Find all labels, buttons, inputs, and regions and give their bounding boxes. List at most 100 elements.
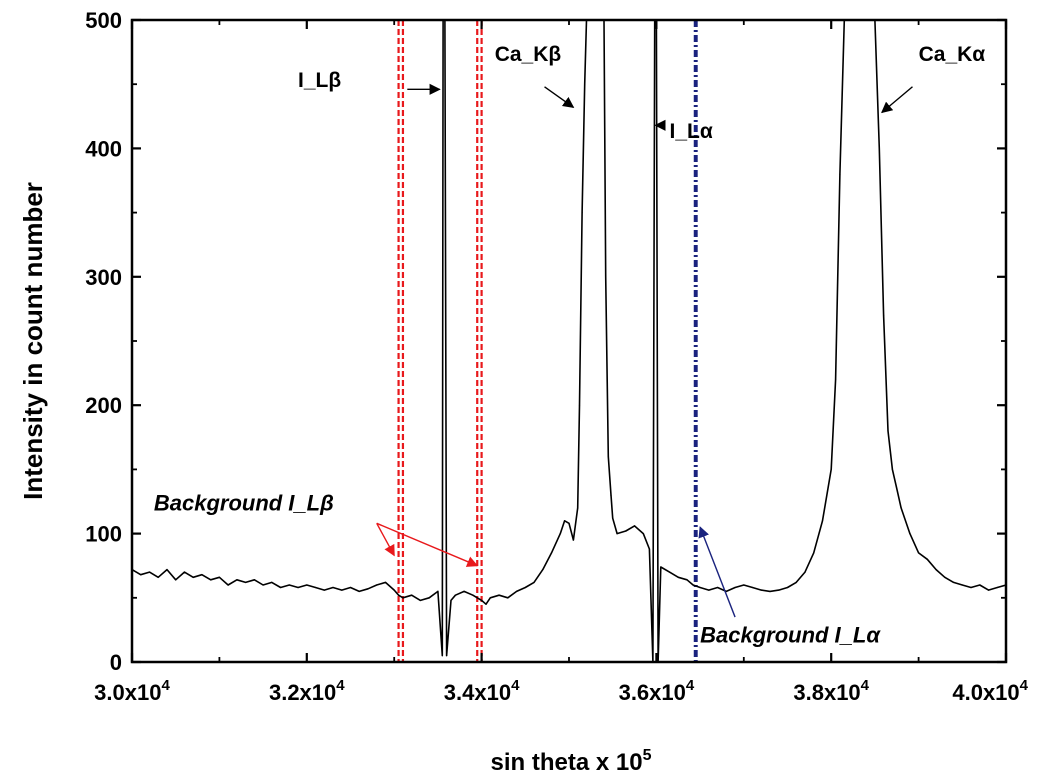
data-point: [542, 568, 544, 571]
data-point: [605, 276, 607, 278]
data-point: [578, 404, 581, 406]
data-point: [896, 488, 898, 490]
data-point: [979, 584, 981, 586]
data-point: [140, 574, 142, 576]
data-point: [446, 654, 448, 657]
data-point: [648, 548, 651, 550]
data-point: [952, 581, 955, 583]
data-point: [878, 147, 880, 149]
data-point: [314, 586, 317, 589]
data-point: [157, 576, 159, 578]
data-point: [891, 468, 893, 470]
data-point: [734, 586, 736, 589]
data-point: [677, 576, 679, 578]
data-point: [568, 522, 570, 524]
annotation-text: Ca_K: [495, 43, 549, 66]
data-point: [996, 586, 998, 589]
plot-frame: [130, 18, 1008, 664]
x-tick-label-base: 3.0x10: [94, 680, 161, 705]
y-tick-label: 400: [85, 136, 122, 161]
data-point: [751, 586, 754, 589]
background-arrow: [376, 522, 395, 557]
annotation-label-lalpha: I_Lα: [670, 120, 713, 143]
annotation-text: Background I_L: [700, 623, 866, 648]
data-point: [625, 530, 627, 532]
data-point: [376, 584, 378, 586]
data-point: [760, 589, 762, 591]
data-point: [210, 579, 212, 581]
data-point: [616, 533, 618, 535]
annotation-greek: α: [866, 623, 881, 648]
x-tick-label-exponent: 4: [336, 677, 345, 694]
data-point: [725, 590, 727, 592]
data-point: [834, 378, 837, 381]
annotation-arrow-cakbeta: [544, 86, 575, 108]
data-point: [332, 586, 334, 589]
data-point: [262, 584, 264, 586]
data-point: [411, 594, 413, 596]
data-point: [288, 584, 290, 586]
data-point: [550, 552, 553, 554]
data-point: [961, 584, 963, 586]
series-layer: [132, 20, 1006, 662]
data-point: [437, 590, 439, 592]
data-point: [743, 584, 745, 586]
annotation-label-cakalpha: Ca_Kα: [919, 43, 986, 66]
data-point: [341, 589, 343, 591]
data-point: [349, 586, 352, 589]
annotation-greek: β: [548, 43, 561, 66]
data-point: [795, 581, 797, 583]
data-point: [454, 594, 456, 596]
data-point: [428, 597, 430, 599]
y-tick-label: 300: [85, 265, 122, 290]
data-point: [883, 314, 885, 316]
data-point: [227, 584, 229, 586]
data-point: [607, 455, 609, 458]
data-point: [306, 584, 308, 586]
data-point: [489, 597, 491, 599]
annotation-label-cakbeta: Ca_Kβ: [495, 43, 562, 66]
annotation-text: I_L: [298, 69, 329, 92]
x-tick-label-base: 4.0x10: [952, 680, 1019, 705]
data-point: [367, 588, 369, 590]
data-point: [612, 517, 614, 519]
x-tick-label-base: 3.8x10: [793, 680, 860, 705]
annotation-greek: α: [700, 120, 713, 143]
data-point: [821, 520, 824, 522]
data-point: [887, 430, 889, 432]
annotation-label-lbeta: I_Lβ: [298, 69, 341, 92]
data-point: [935, 568, 937, 571]
data-point: [472, 594, 474, 596]
data-point: [778, 589, 780, 591]
annotation-label-bg-lbeta: Background I_Lβ: [154, 490, 334, 515]
y-axis-title: Intensity in count number: [18, 182, 48, 500]
data-point: [279, 586, 282, 589]
y-tick-label: 200: [85, 393, 122, 418]
data-point: [839, 173, 841, 175]
data-point: [830, 468, 832, 470]
data-point: [397, 594, 400, 596]
x-tick-label: 3.0x104: [94, 677, 170, 705]
data-point: [660, 566, 662, 568]
data-point: [642, 533, 644, 535]
data-point: [297, 586, 299, 589]
data-point: [572, 539, 574, 541]
data-point: [699, 586, 701, 589]
annotation-arrow-cakalpha: [881, 86, 913, 114]
data-point: [481, 599, 483, 601]
data-point: [692, 584, 694, 586]
x-axis-title: sin theta x 105: [491, 747, 652, 776]
x-axis-title-exponent: 5: [643, 747, 652, 764]
data-point: [533, 581, 535, 583]
x-tick-label: 3.8x104: [793, 677, 869, 705]
data-point: [686, 579, 688, 581]
data-point: [577, 507, 579, 509]
data-point: [245, 581, 247, 583]
x-tick-label-exponent: 4: [511, 677, 520, 694]
x-tick-label-exponent: 4: [861, 677, 870, 694]
x-tick-label-base: 3.6x10: [619, 680, 686, 705]
data-point: [633, 525, 636, 527]
y-tick-label: 500: [85, 8, 122, 33]
data-point: [201, 574, 203, 576]
